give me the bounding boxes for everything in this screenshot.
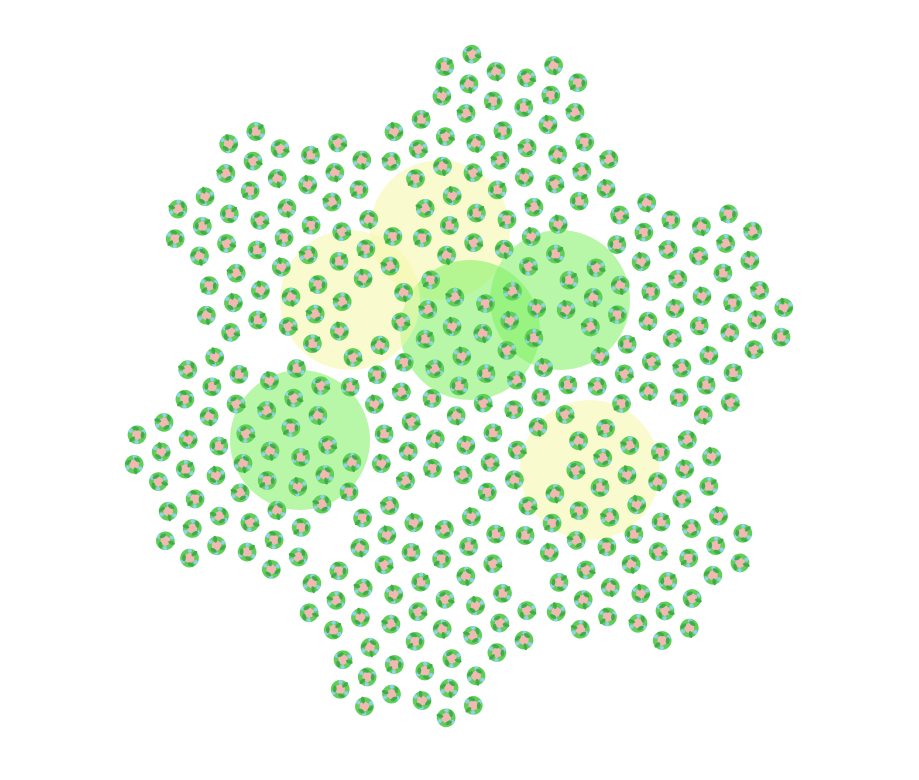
glow-highlight (520, 400, 660, 540)
fractal-layer (121, 41, 797, 731)
